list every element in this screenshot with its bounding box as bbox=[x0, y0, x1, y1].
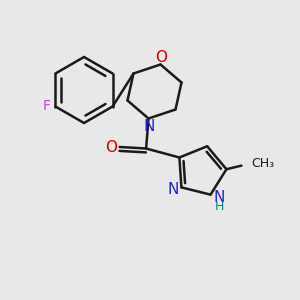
Text: H: H bbox=[214, 200, 224, 212]
Text: N: N bbox=[167, 182, 179, 197]
Text: O: O bbox=[155, 50, 167, 64]
Text: N: N bbox=[143, 119, 155, 134]
Text: CH₃: CH₃ bbox=[251, 157, 274, 170]
Text: N: N bbox=[213, 190, 225, 205]
Text: F: F bbox=[43, 100, 51, 113]
Text: O: O bbox=[105, 140, 117, 154]
